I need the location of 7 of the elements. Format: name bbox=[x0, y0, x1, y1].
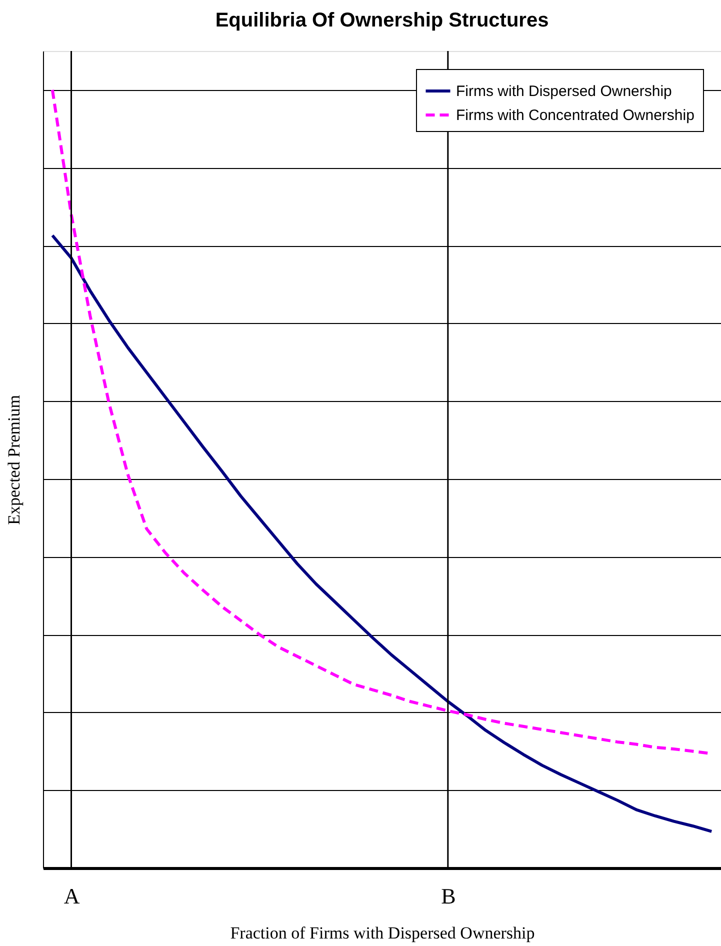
x-tick-label: A bbox=[64, 884, 80, 908]
legend-label: Firms with Dispersed Ownership bbox=[456, 83, 672, 100]
x-axis-title: Fraction of Firms with Dispersed Ownership bbox=[230, 924, 535, 942]
chart-title: Equilibria Of Ownership Structures bbox=[215, 9, 549, 32]
legend-label: Firms with Concentrated Ownership bbox=[456, 107, 694, 124]
x-tick-label: B bbox=[441, 884, 456, 908]
y-axis-title: Expected Premium bbox=[4, 395, 24, 525]
